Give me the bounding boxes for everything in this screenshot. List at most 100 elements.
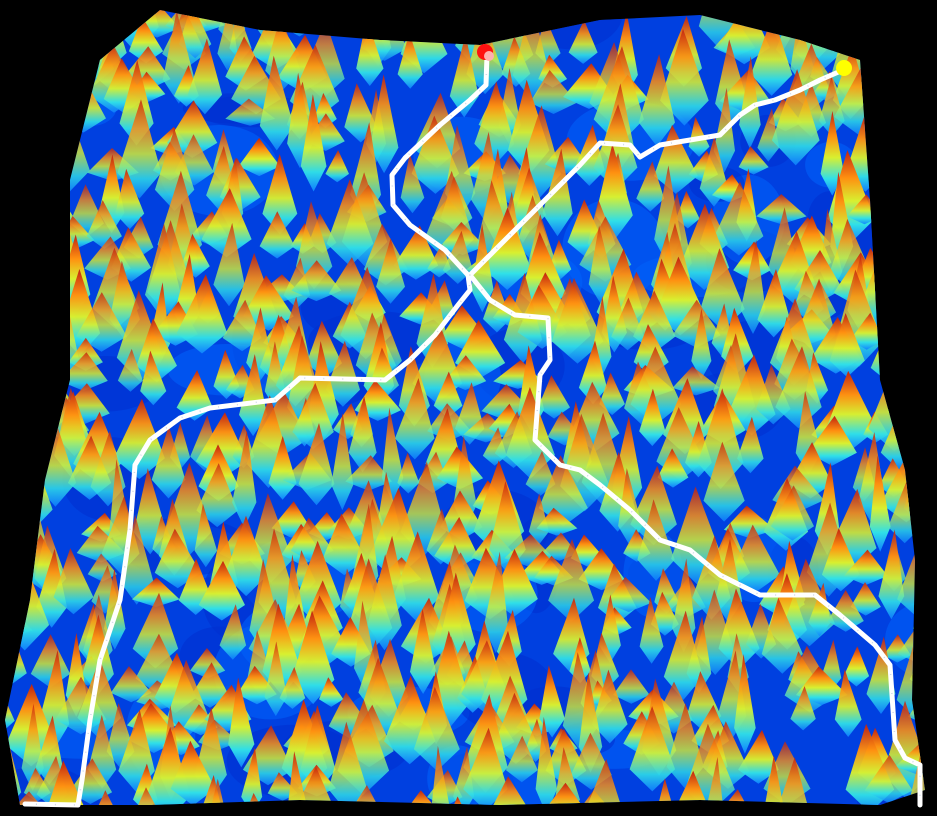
terrain-peak (397, 32, 423, 89)
terrain-peak (120, 515, 154, 605)
terrain-peak (82, 614, 114, 695)
terrain-peak (606, 576, 652, 612)
terrain-peak (128, 16, 164, 64)
terrain-peak (637, 499, 675, 581)
terrain-peak (190, 648, 226, 679)
terrain-peak (264, 341, 286, 409)
terrain-peak (691, 308, 712, 380)
route-segment-top-left (22, 52, 490, 808)
terrain-peak (638, 54, 675, 147)
terrain-peak (548, 539, 595, 622)
terrain-peak (849, 312, 884, 350)
terrain-peak (703, 757, 725, 805)
terrain-peak (739, 56, 761, 149)
terrain-peak (300, 705, 336, 793)
terrain-peak (529, 70, 578, 114)
terrain-peak (115, 168, 145, 230)
terrain-peak (757, 108, 780, 162)
terrain-peak (268, 436, 297, 500)
terrain-peak (650, 591, 679, 636)
terrain-peak (796, 666, 848, 705)
route-segment-top-right (467, 67, 923, 808)
terrain-peak (291, 610, 335, 705)
terrain-peak (36, 548, 67, 628)
terrain-peak (345, 455, 392, 491)
terrain-peak (300, 94, 327, 192)
terrain-peak (453, 746, 475, 805)
terrain-peak (132, 592, 179, 669)
terrain-peak (238, 137, 280, 177)
terrain-peak (762, 755, 787, 805)
terrain-peak (772, 757, 813, 805)
terrain-peak (660, 28, 709, 126)
terrain-peak (325, 340, 360, 407)
terrain-peak (319, 677, 344, 707)
terrain-peak (151, 426, 186, 499)
terrain-peak (866, 636, 896, 714)
terrain-peak (525, 451, 556, 496)
terrain-peak (154, 528, 201, 589)
terrain-peak (59, 352, 108, 391)
terrain-peak (697, 388, 744, 490)
terrain-peak (213, 222, 245, 307)
terrain-peak (757, 269, 791, 338)
terrain-peak (328, 721, 368, 805)
terrain-peak (538, 375, 570, 419)
terrain-peak (829, 313, 865, 378)
terrain-peak (481, 384, 532, 421)
terrain-peak (194, 503, 218, 568)
terrain-peak (195, 412, 248, 479)
terrain-peak (827, 590, 864, 632)
terrain-peak (228, 677, 255, 768)
terrain-peak (117, 348, 143, 392)
terrain-peak (734, 654, 756, 754)
terrain-peak (222, 299, 262, 352)
terrain-peak (140, 350, 167, 406)
terrain-peak (283, 257, 311, 309)
terrain-peak (117, 99, 162, 199)
terrain-peak (672, 299, 721, 348)
route-path (22, 52, 923, 808)
terrain-peak (850, 582, 881, 616)
terrain-peak (296, 201, 333, 290)
terrain-peak (219, 604, 247, 660)
terrain-peak (775, 346, 822, 429)
terrain-peak (224, 515, 268, 597)
terrain-peak (808, 582, 831, 637)
terrain-peak (536, 507, 578, 536)
terrain-peak (298, 423, 335, 506)
terrain-peak (538, 455, 588, 527)
terrain-peak (147, 726, 191, 805)
terrain-peak (730, 524, 780, 593)
terrain-peak (369, 74, 399, 174)
terrain-peak (636, 161, 665, 212)
terrain-valley (885, 601, 925, 678)
terrain-peak (376, 238, 405, 304)
terrain-peak (737, 416, 764, 474)
terrain-peak (395, 378, 435, 460)
terrain-peak (807, 415, 857, 466)
terrain-peak (393, 531, 440, 622)
terrain-peak (170, 740, 216, 805)
terrain-peak (286, 751, 310, 805)
terrain-peak (331, 412, 354, 511)
terrain-peak (367, 554, 402, 651)
terrain-peak (630, 346, 682, 425)
terrain-peak (700, 248, 745, 331)
terrain-peak (232, 430, 257, 528)
terrain-peak (444, 355, 487, 391)
terrain-peak (259, 211, 295, 259)
terrain-peak (714, 181, 764, 256)
terrain-peak (474, 81, 515, 166)
terrain-peak (843, 549, 888, 586)
terrain-peak (629, 706, 676, 792)
terrain-peak (740, 239, 766, 334)
terrain-peak (654, 124, 698, 194)
terrain-peak (411, 115, 460, 194)
terrain-peak (433, 371, 463, 418)
terrain-peak (639, 597, 664, 664)
terrain-peak (613, 669, 650, 704)
terrain-peak (279, 667, 306, 709)
